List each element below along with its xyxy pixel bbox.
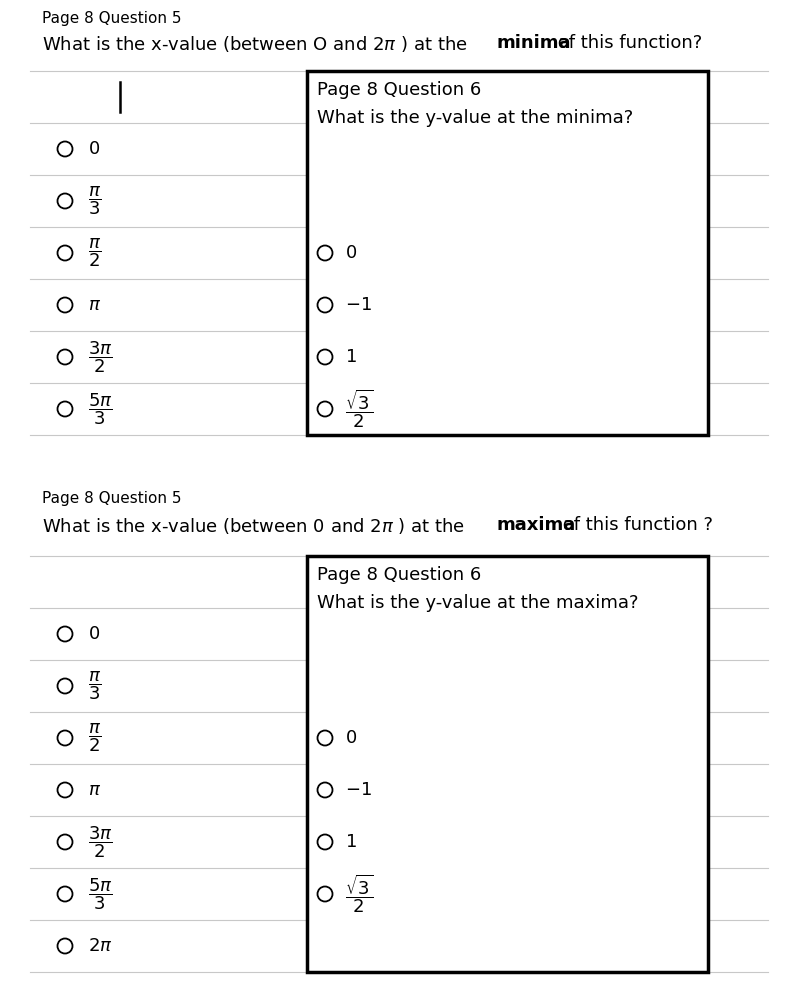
Text: What is the y-value at the minima?: What is the y-value at the minima? bbox=[317, 109, 634, 127]
Text: $\dfrac{3\pi}{2}$: $\dfrac{3\pi}{2}$ bbox=[88, 339, 113, 375]
Text: $\dfrac{\sqrt{3}}{2}$: $\dfrac{\sqrt{3}}{2}$ bbox=[345, 387, 373, 431]
Text: $\dfrac{\pi}{2}$: $\dfrac{\pi}{2}$ bbox=[88, 236, 101, 270]
Text: $2\pi$: $2\pi$ bbox=[88, 937, 113, 955]
Text: $\pi$: $\pi$ bbox=[88, 781, 101, 799]
Text: $1$: $1$ bbox=[345, 833, 357, 851]
Text: $\dfrac{\sqrt{3}}{2}$: $\dfrac{\sqrt{3}}{2}$ bbox=[345, 873, 373, 915]
Text: Page 8 Question 5: Page 8 Question 5 bbox=[42, 11, 181, 26]
Text: $\dfrac{\pi}{3}$: $\dfrac{\pi}{3}$ bbox=[88, 670, 101, 702]
Text: $\pi$: $\pi$ bbox=[88, 296, 101, 314]
Text: $0$: $0$ bbox=[88, 625, 100, 643]
Text: Page 8 Question 6: Page 8 Question 6 bbox=[317, 566, 481, 584]
Text: $\dfrac{\pi}{3}$: $\dfrac{\pi}{3}$ bbox=[88, 184, 101, 218]
Text: $-1$: $-1$ bbox=[345, 296, 372, 314]
Text: $\dfrac{\pi}{2}$: $\dfrac{\pi}{2}$ bbox=[88, 722, 101, 754]
Text: minima: minima bbox=[497, 34, 571, 52]
FancyBboxPatch shape bbox=[307, 71, 708, 435]
Text: of this function ?: of this function ? bbox=[557, 516, 713, 534]
Text: What is the x-value (between 0 and $2\pi$ ) at the: What is the x-value (between 0 and $2\pi… bbox=[42, 516, 466, 536]
Text: of this function?: of this function? bbox=[552, 34, 702, 52]
Text: Page 8 Question 5: Page 8 Question 5 bbox=[42, 491, 181, 506]
Text: $0$: $0$ bbox=[345, 729, 357, 747]
Text: $-1$: $-1$ bbox=[345, 781, 372, 799]
Text: What is the x-value (between O and $2\pi$ ) at the: What is the x-value (between O and $2\pi… bbox=[42, 34, 468, 54]
FancyBboxPatch shape bbox=[307, 556, 708, 972]
Text: $\dfrac{5\pi}{3}$: $\dfrac{5\pi}{3}$ bbox=[88, 391, 113, 427]
Text: Page 8 Question 6: Page 8 Question 6 bbox=[317, 81, 481, 99]
Text: $0$: $0$ bbox=[345, 244, 357, 262]
Text: $1$: $1$ bbox=[345, 348, 357, 366]
Text: What is the y-value at the maxima?: What is the y-value at the maxima? bbox=[317, 594, 638, 612]
Text: $\dfrac{5\pi}{3}$: $\dfrac{5\pi}{3}$ bbox=[88, 876, 113, 911]
Text: $0$: $0$ bbox=[88, 140, 100, 158]
Text: $\dfrac{3\pi}{2}$: $\dfrac{3\pi}{2}$ bbox=[88, 824, 113, 859]
Text: maxima: maxima bbox=[497, 516, 576, 534]
